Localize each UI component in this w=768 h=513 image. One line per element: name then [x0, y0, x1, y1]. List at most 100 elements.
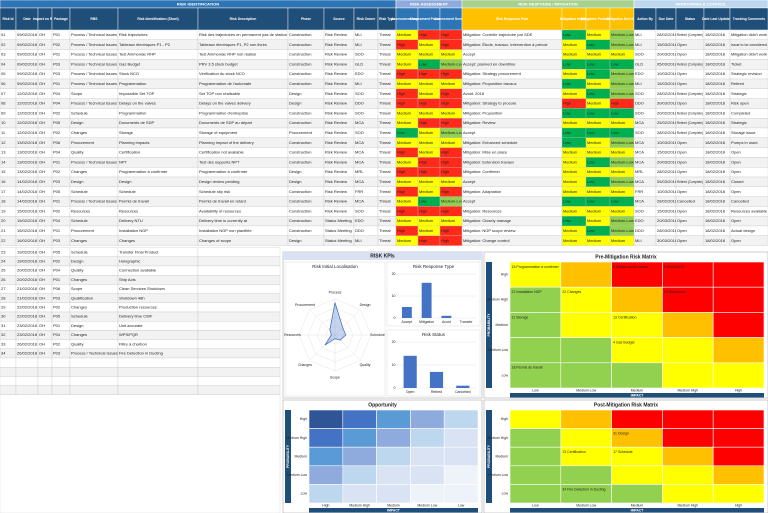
cell-text: Mitigation didn't work — [731, 32, 767, 37]
cell-text: Low — [587, 71, 594, 76]
cell-text: Quality — [71, 268, 83, 273]
cell-text: Medium-Low — [611, 179, 634, 184]
cell-text: Design — [71, 120, 83, 125]
cell-text: 14 — [1, 159, 6, 164]
matrix-cell — [611, 362, 663, 389]
col-label: Medium Low — [576, 388, 596, 392]
matrix-cell — [712, 337, 765, 364]
cell-text: Connection available — [119, 268, 157, 273]
cell-text: Design — [289, 238, 301, 243]
cell-text: P01 — [53, 323, 61, 328]
cell — [37, 376, 53, 386]
cell-text: Mitigation: Strategy to procure — [463, 101, 517, 106]
cell-text: Programmation — [119, 81, 146, 86]
matrix-cell — [443, 446, 479, 467]
cell-text: Risk Review — [325, 179, 347, 184]
cell-text: 15/03/2018 — [657, 42, 678, 47]
cell-text: 18/02/2018 — [705, 52, 726, 57]
cell-text: Threat — [379, 120, 391, 125]
cell-text: Risk Review — [325, 140, 347, 145]
matrix-cell — [611, 261, 663, 288]
column-header: Tracking Comments — [733, 17, 766, 21]
cell-text: SOO — [635, 52, 644, 57]
cell-text: Low — [419, 199, 426, 204]
cell-text: Tableaux électriques P1 - P2 — [119, 42, 171, 47]
cell-text: MCA — [635, 140, 644, 145]
cell-text: Design — [289, 179, 301, 184]
cell-text: Medium — [611, 169, 626, 174]
cell-text: Retired (Complete) — [677, 32, 704, 37]
cell-text: Low — [563, 218, 570, 223]
col-label: High — [322, 503, 329, 507]
row-label: Medium High — [286, 436, 307, 440]
cell-text: 15/03/2018 — [657, 81, 678, 86]
cell-text: Medium — [563, 42, 578, 47]
cell-text: 20/02/2018 — [657, 110, 678, 115]
cell-text: Medium-Low — [611, 140, 634, 145]
cell-text: Set TOP non réalisable — [199, 91, 241, 96]
cell — [461, 176, 563, 187]
cell-text: Documents de SDP — [119, 120, 154, 125]
matrix-cell-text: 11 Storage — [512, 315, 529, 319]
matrix-cell — [410, 446, 445, 467]
cell-text: Ship Acts — [119, 277, 136, 282]
x-axis-band — [309, 508, 478, 513]
cell-text: High — [441, 208, 449, 213]
y-tick-label: 20 — [392, 340, 396, 344]
cell-text: Programmation à confirmer — [119, 169, 168, 174]
cell-text: Medium — [397, 159, 412, 164]
cell-text: Threat — [379, 32, 391, 37]
cell-text: MLI — [355, 238, 362, 243]
cell-text: OH — [39, 140, 45, 145]
cell-text: Medium — [611, 120, 626, 125]
cell-text: Risk Review — [325, 110, 347, 115]
cell-text: Mitigation: Enhanced schedule — [463, 140, 518, 145]
cell-text: 20/03/2018 — [657, 159, 678, 164]
cell-text: Planning impacts — [119, 140, 149, 145]
matrix-cell-text: 13 Certification — [613, 315, 636, 319]
y-tick-label: 10 — [392, 294, 396, 298]
cell-text: Low — [611, 110, 618, 115]
cell-text: 17 — [1, 189, 6, 194]
cell-text: 34 — [1, 350, 6, 355]
col-label: Medium — [631, 503, 644, 507]
cell-text: Process / Technical Issues — [71, 350, 118, 355]
cell-text: Medium — [397, 140, 412, 145]
cell — [461, 49, 563, 60]
matrix-cell — [376, 465, 411, 485]
cell-text: Medium — [587, 169, 602, 174]
cell-text: Pumps in used — [731, 140, 757, 145]
cell-text: High — [441, 32, 449, 37]
column-header: Risk Description — [230, 17, 257, 21]
cell — [15, 367, 39, 377]
cell-text: Scope — [71, 91, 83, 96]
cell-text: Changes — [71, 169, 87, 174]
cell-text: P04 — [53, 332, 61, 337]
cell-text: Medium — [587, 189, 602, 194]
bar — [441, 315, 452, 318]
cell-text: Medium — [397, 110, 412, 115]
cell — [197, 311, 281, 322]
cell-text: Medium — [563, 52, 578, 57]
cell-text: 16/02/2018 — [17, 238, 38, 243]
cell-text: 16 — [1, 179, 6, 184]
y-tick-label: 10 — [392, 363, 396, 367]
cell-text: OH — [39, 286, 45, 291]
x-tick-label: Cancelled — [455, 390, 471, 394]
cell-text: P02 — [53, 130, 61, 135]
cell-text: MCA — [635, 179, 644, 184]
x-axis-label: IMPACT — [631, 393, 645, 397]
cell-text: Accept: planned en downtime — [463, 61, 516, 66]
y-axis-band — [285, 410, 291, 503]
cell-text: Medium-Low — [441, 61, 464, 66]
cell-text: Quality — [71, 341, 83, 346]
cell-text: P01 — [53, 228, 61, 233]
matrix-cell — [560, 286, 612, 313]
cell-text: Medium — [563, 120, 578, 125]
cell-text: OH — [39, 268, 45, 273]
cell-text: 13/02/2018 — [17, 150, 38, 155]
cell-text: MCA — [635, 199, 644, 204]
cell-text: Open — [677, 42, 687, 47]
cell-text: Installation NGP non planifiée — [199, 228, 252, 233]
column-header: Source — [333, 17, 345, 21]
